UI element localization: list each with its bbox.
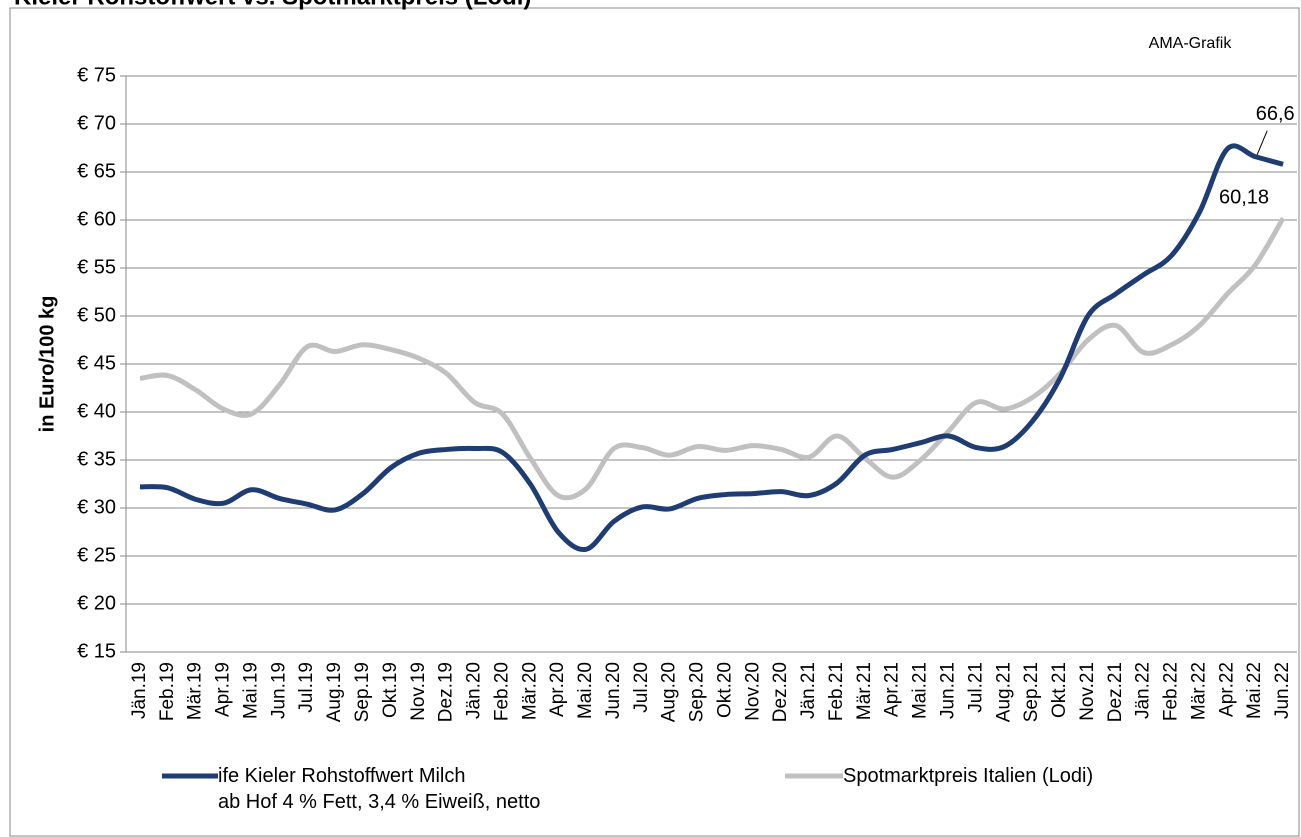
x-tick-label: Apr.19 xyxy=(213,662,234,717)
y-tick-label: € 40 xyxy=(77,400,116,422)
x-tick-label: Nov.20 xyxy=(742,662,763,721)
x-tick-label: Feb.21 xyxy=(826,662,847,721)
x-tick-label: Jun.20 xyxy=(603,662,624,719)
legend-label: ife Kieler Rohstoffwert Milch ab Hof 4 %… xyxy=(218,765,541,813)
y-tick-label: € 55 xyxy=(77,256,116,278)
x-tick-label: Nov.21 xyxy=(1077,662,1098,721)
x-tick-label: Apr.20 xyxy=(547,662,568,717)
x-tick-label: Mär.22 xyxy=(1188,662,1209,720)
x-tick-label: Mai.20 xyxy=(575,662,596,719)
x-tick-label: Mai.21 xyxy=(910,662,931,719)
x-tick-label: Mai.22 xyxy=(1244,662,1265,719)
line-series xyxy=(139,143,1284,552)
x-tick-label: Mär.19 xyxy=(185,662,206,720)
y-tick-label: € 35 xyxy=(77,448,116,470)
y-axis-label: in Euro/100 kg xyxy=(36,296,58,433)
line-series xyxy=(139,216,1286,501)
x-tick-label: Mär.20 xyxy=(519,662,540,720)
x-tick-label: Mai.19 xyxy=(240,662,261,719)
x-tick-label: Dez.21 xyxy=(1105,662,1126,722)
x-tick-label: Jun.19 xyxy=(268,662,289,719)
y-tick-label: € 70 xyxy=(77,112,116,134)
x-tick-label: Sep.21 xyxy=(1021,662,1042,722)
x-tick-label: Aug.21 xyxy=(993,662,1014,722)
data-label: 66,6 xyxy=(1256,103,1295,125)
x-tick-label: Nov.19 xyxy=(408,662,429,721)
x-tick-label: Aug.20 xyxy=(659,662,680,722)
y-tick-label: € 25 xyxy=(77,544,116,566)
y-tick-label: € 20 xyxy=(77,592,116,614)
y-tick-label: € 30 xyxy=(77,496,116,518)
x-tick-label: Feb.19 xyxy=(157,662,178,721)
x-tick-label: Feb.20 xyxy=(491,662,512,721)
chart-title: Kieler Rohstoffwert vs. Spotmarktpreis (… xyxy=(14,0,531,10)
x-tick-label: Mär.21 xyxy=(854,662,875,720)
leader-line xyxy=(1256,130,1268,155)
x-tick-label: Sep.20 xyxy=(687,662,708,722)
y-tick-label: € 45 xyxy=(77,352,116,374)
x-tick-label: Jän.21 xyxy=(798,662,819,719)
x-tick-label: Feb.22 xyxy=(1161,662,1182,721)
x-tick-label: Jul.19 xyxy=(296,662,317,713)
x-tick-label: Jun.21 xyxy=(938,662,959,719)
x-tick-label: Dez.19 xyxy=(436,662,457,722)
legend-label: Spotmarktpreis Italien (Lodi) xyxy=(843,765,1094,787)
y-tick-label: € 15 xyxy=(77,640,116,662)
y-tick-label: € 60 xyxy=(77,208,116,230)
y-tick-label: € 50 xyxy=(77,304,116,326)
x-tick-label: Aug.19 xyxy=(324,662,345,722)
x-tick-label: Jän.20 xyxy=(464,662,485,719)
y-tick-label: € 65 xyxy=(77,160,116,182)
x-tick-label: Sep.19 xyxy=(352,662,373,722)
x-tick-label: Jul.20 xyxy=(631,662,652,713)
frame xyxy=(9,7,1300,837)
x-tick-label: Dez.20 xyxy=(770,662,791,722)
x-tick-label: Jän.22 xyxy=(1133,662,1154,719)
x-tick-label: Apr.22 xyxy=(1216,662,1237,717)
x-tick-label: Okt.19 xyxy=(380,662,401,718)
x-tick-label: Okt.21 xyxy=(1049,662,1070,718)
x-tick-label: Jän.19 xyxy=(129,662,150,719)
data-label: 60,18 xyxy=(1219,187,1269,209)
x-tick-label: Okt.20 xyxy=(714,662,735,718)
y-tick-label: € 75 xyxy=(77,64,116,86)
x-tick-label: Apr.21 xyxy=(882,662,903,717)
annotation: AMA-Grafik xyxy=(1149,35,1233,52)
x-tick-label: Jul.21 xyxy=(965,662,986,713)
x-tick-label: Jun.22 xyxy=(1272,662,1293,719)
